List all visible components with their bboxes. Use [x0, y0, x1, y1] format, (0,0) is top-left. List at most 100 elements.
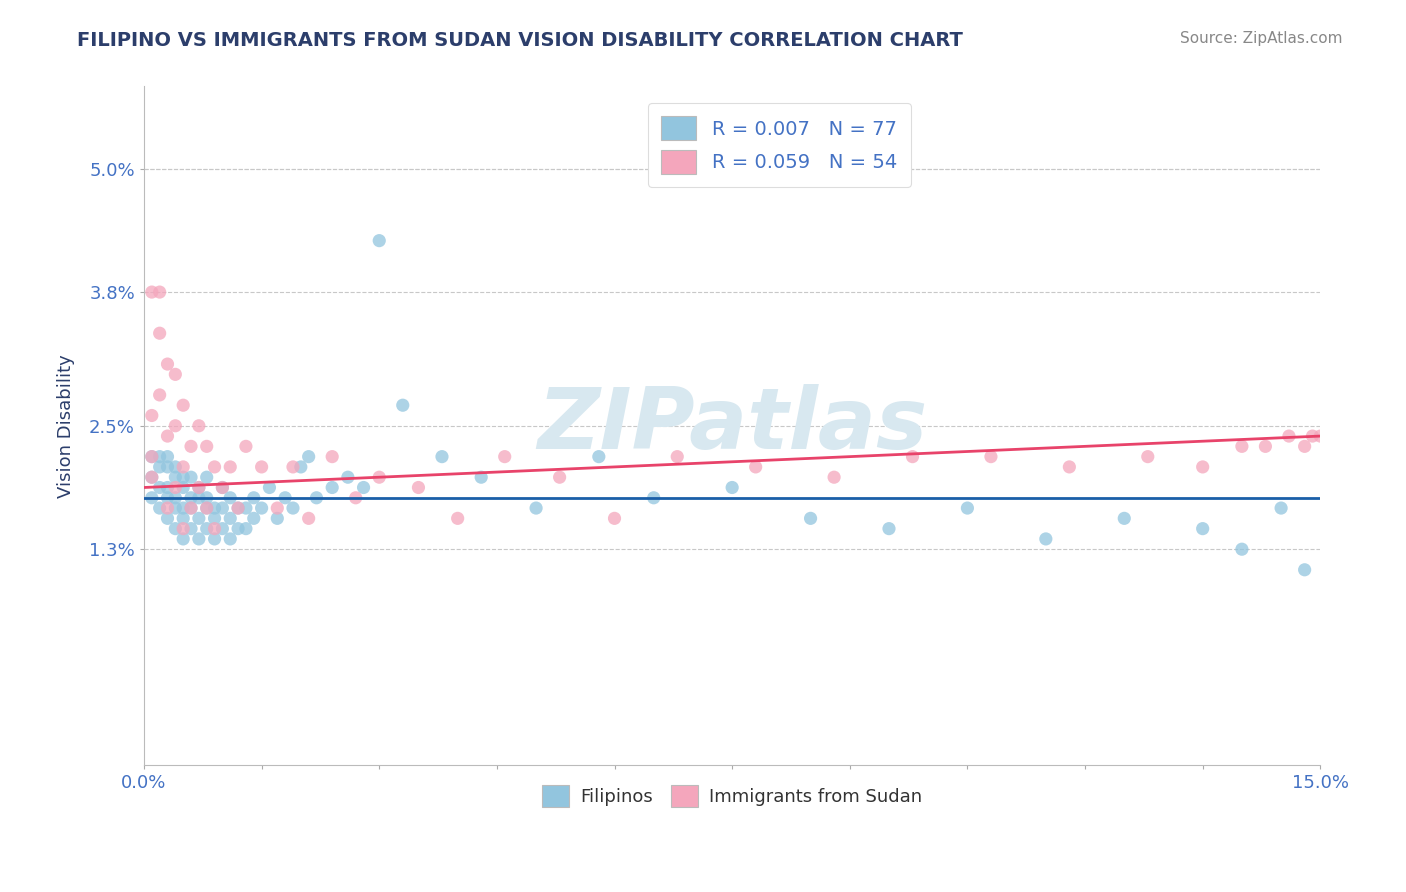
Point: [172, 501, 194, 516]
Point: [149, 388, 172, 402]
Point: [250, 459, 273, 474]
Point: [149, 326, 172, 341]
Point: [149, 450, 172, 464]
Point: [172, 532, 194, 546]
Point: [1035, 532, 1057, 546]
Point: [156, 491, 179, 505]
Point: [149, 501, 172, 516]
Point: [281, 459, 304, 474]
Point: [368, 470, 391, 484]
Point: [172, 511, 194, 525]
Point: [156, 429, 179, 443]
Point: [344, 491, 367, 505]
Point: [165, 522, 187, 536]
Point: [172, 398, 194, 412]
Point: [1294, 563, 1316, 577]
Point: [165, 418, 187, 433]
Point: [800, 511, 823, 525]
Legend: Filipinos, Immigrants from Sudan: Filipinos, Immigrants from Sudan: [536, 778, 929, 814]
Point: [180, 439, 202, 453]
Point: [235, 501, 257, 516]
Point: [156, 511, 179, 525]
Point: [980, 450, 1002, 464]
Point: [165, 481, 187, 495]
Point: [149, 459, 172, 474]
Point: [1230, 439, 1253, 453]
Point: [1136, 450, 1159, 464]
Point: [180, 501, 202, 516]
Text: ZIPatlas: ZIPatlas: [537, 384, 928, 467]
Point: [172, 470, 194, 484]
Point: [430, 450, 453, 464]
Point: [643, 491, 665, 505]
Point: [266, 511, 288, 525]
Point: [242, 491, 264, 505]
Point: [266, 501, 288, 516]
Point: [195, 439, 218, 453]
Point: [156, 459, 179, 474]
Point: [242, 511, 264, 525]
Point: [1191, 459, 1213, 474]
Point: [290, 459, 312, 474]
Point: [321, 481, 343, 495]
Y-axis label: Vision Disability: Vision Disability: [58, 354, 75, 498]
Point: [494, 450, 516, 464]
Point: [156, 481, 179, 495]
Point: [603, 511, 626, 525]
Point: [298, 511, 321, 525]
Point: [408, 481, 430, 495]
Point: [219, 459, 242, 474]
Point: [226, 501, 249, 516]
Point: [470, 470, 492, 484]
Point: [1294, 439, 1316, 453]
Point: [353, 481, 375, 495]
Point: [141, 491, 163, 505]
Point: [211, 481, 233, 495]
Point: [281, 501, 304, 516]
Point: [204, 511, 226, 525]
Point: [274, 491, 297, 505]
Point: [187, 511, 209, 525]
Point: [1114, 511, 1136, 525]
Point: [195, 522, 218, 536]
Point: [524, 501, 547, 516]
Point: [165, 491, 187, 505]
Point: [149, 285, 172, 299]
Point: [156, 357, 179, 371]
Point: [204, 532, 226, 546]
Point: [666, 450, 689, 464]
Point: [204, 522, 226, 536]
Point: [298, 450, 321, 464]
Point: [141, 470, 163, 484]
Point: [141, 450, 163, 464]
Point: [956, 501, 979, 516]
Text: Source: ZipAtlas.com: Source: ZipAtlas.com: [1180, 31, 1343, 46]
Point: [211, 481, 233, 495]
Point: [187, 481, 209, 495]
Point: [321, 450, 343, 464]
Point: [305, 491, 328, 505]
Point: [1230, 542, 1253, 557]
Point: [877, 522, 900, 536]
Point: [180, 522, 202, 536]
Point: [187, 418, 209, 433]
Point: [187, 532, 209, 546]
Point: [259, 481, 281, 495]
Point: [141, 285, 163, 299]
Point: [180, 491, 202, 505]
Point: [1254, 439, 1277, 453]
Point: [141, 409, 163, 423]
Point: [250, 501, 273, 516]
Point: [195, 491, 218, 505]
Point: [823, 470, 845, 484]
Point: [156, 450, 179, 464]
Point: [744, 459, 766, 474]
Point: [219, 491, 242, 505]
Point: [226, 522, 249, 536]
Point: [235, 439, 257, 453]
Point: [211, 522, 233, 536]
Point: [1309, 429, 1331, 443]
Point: [141, 450, 163, 464]
Point: [180, 470, 202, 484]
Point: [180, 501, 202, 516]
